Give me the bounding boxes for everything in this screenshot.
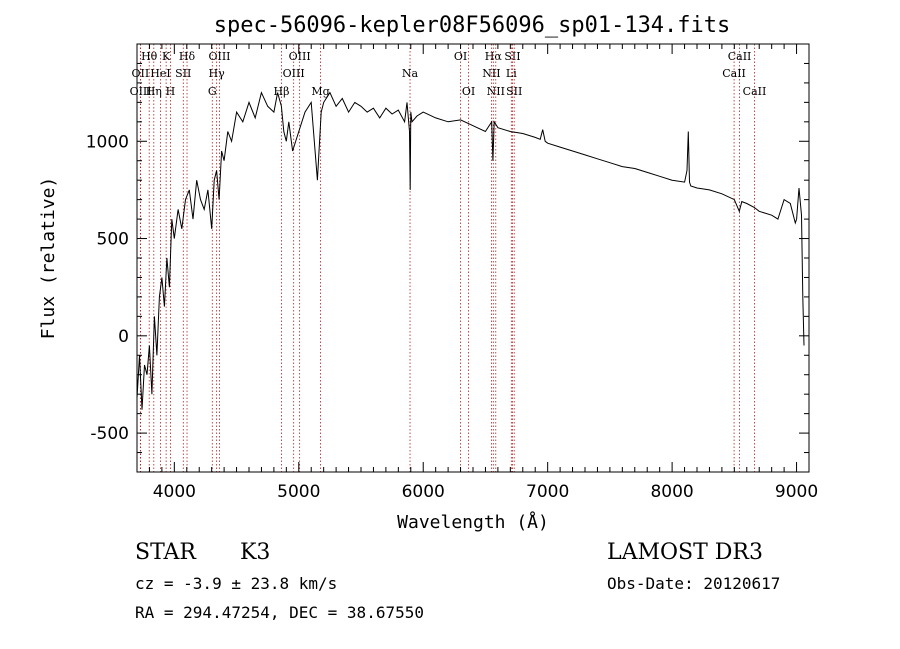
spectral-line-label: OIII	[130, 85, 152, 98]
spectral-line-label: OIII	[289, 50, 311, 63]
y-tick-label: 500	[97, 230, 129, 250]
spectral-line-label: OIII	[208, 50, 230, 63]
spectral-line-label: Hα	[485, 50, 503, 63]
chart-title: spec-56096-kepler08F56096_sp01-134.fits	[214, 13, 731, 38]
spectral-line-label: NII	[487, 85, 505, 98]
spectral-line-label: NII	[482, 67, 500, 80]
spectral-line-label: Hγ	[209, 67, 226, 80]
x-tick-label: 7000	[526, 482, 569, 502]
redshift-value: cz = -3.9 ± 23.8 km/s	[135, 574, 338, 593]
x-tick-label: 4000	[153, 482, 196, 502]
x-tick-label: 5000	[277, 482, 320, 502]
spectral-line-label: G	[208, 85, 217, 98]
spectral-line-label: SII	[506, 85, 522, 98]
spectral-line-label: Li	[506, 67, 517, 80]
y-tick-label: 1000	[86, 132, 129, 152]
spectral-line-label: HeI	[150, 67, 170, 80]
spectral-line-label: CaII	[722, 67, 746, 80]
x-tick-label: 9000	[775, 482, 818, 502]
ticks-layer: 4000 5000 6000 7000 8000 9000 -500 0 500 1000	[86, 44, 818, 502]
x-tick-label: 6000	[402, 482, 445, 502]
object-class: STAR	[135, 540, 196, 565]
spectral-line-label: CaII	[743, 85, 767, 98]
survey-name: LAMOST DR3	[607, 540, 763, 565]
spectral-line-label: Mg	[311, 85, 329, 98]
y-axis-label: Flux (relative)	[38, 177, 59, 340]
spectral-line-label: K	[162, 50, 171, 63]
spectral-line-label: SII	[504, 50, 520, 63]
y-tick-label: -500	[90, 424, 129, 444]
spectral-line-label: H	[166, 85, 176, 98]
x-tick-label: 8000	[650, 482, 693, 502]
spectral-line-label: CaII	[728, 50, 752, 63]
x-axis-label: Wavelength (Å)	[397, 511, 549, 533]
spectral-line-label: Hβ	[274, 85, 290, 98]
plot-frame	[136, 43, 810, 473]
spectral-line-label: Na	[402, 67, 419, 80]
spectral-line-label: Hδ	[179, 50, 196, 63]
y-tick-label: 0	[118, 327, 129, 347]
spectral-line-label: SII	[175, 67, 191, 80]
spectral-line-label: OI	[462, 85, 475, 98]
spectral-line-label: OIII	[283, 67, 305, 80]
spectral-line-label: OI	[454, 50, 467, 63]
spectral-line-label: Hη	[146, 85, 162, 98]
flux-series-line	[136, 91, 805, 410]
coordinates: RA = 294.47254, DEC = 38.67550	[135, 603, 424, 622]
spectral-line-label: Hθ	[141, 50, 158, 63]
object-subclass: K3	[240, 540, 271, 565]
observation-date: Obs-Date: 20120617	[607, 574, 781, 593]
series-layer	[136, 91, 805, 410]
